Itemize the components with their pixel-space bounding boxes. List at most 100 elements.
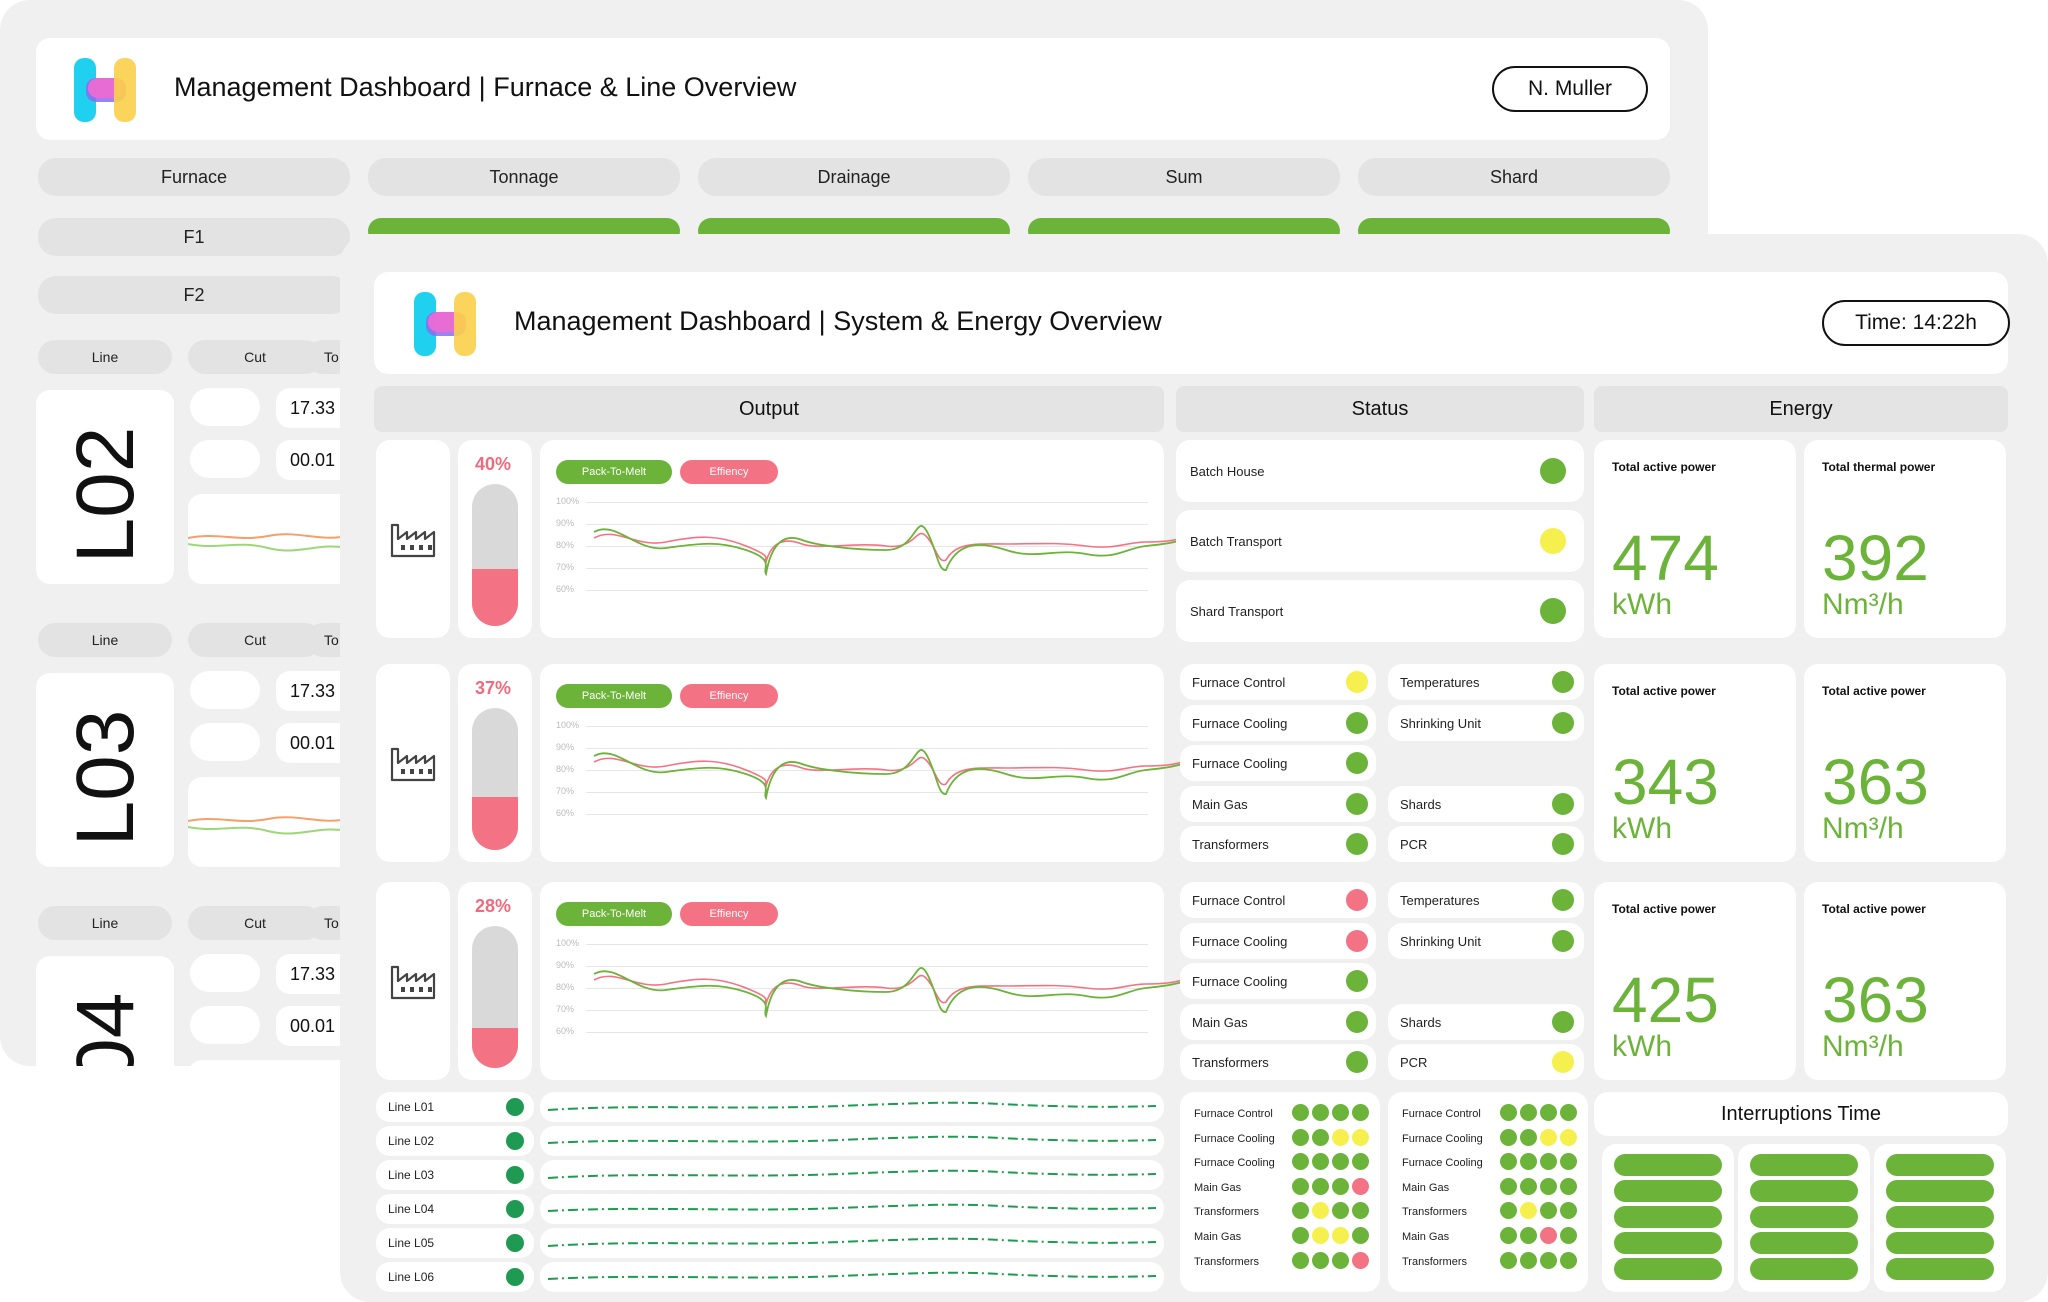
status-indicator xyxy=(1552,792,1574,815)
status-indicator xyxy=(1500,1128,1517,1146)
tag-efficiency[interactable]: Effiency xyxy=(680,684,778,708)
grid-line xyxy=(586,748,1148,749)
status-label: Furnace Cooling xyxy=(1192,756,1288,771)
status-indicator xyxy=(1540,1251,1557,1269)
line-status-indicator xyxy=(506,1268,524,1286)
furnace-f1[interactable]: F1 xyxy=(38,218,350,256)
line-col-header: Line xyxy=(38,340,172,374)
status-indicator xyxy=(1520,1177,1537,1195)
status-label: Main Gas xyxy=(1192,1014,1248,1030)
interruption-bar xyxy=(1614,1154,1722,1176)
status-indicator xyxy=(1346,1010,1368,1033)
status-label: Transformers xyxy=(1192,837,1269,852)
status-indicator xyxy=(1552,1051,1574,1073)
interruption-bar xyxy=(1750,1258,1858,1280)
status-indicator xyxy=(1540,1227,1557,1244)
tag-pack-to-melt[interactable]: Pack-To-Melt xyxy=(556,902,672,926)
status-row: Shrinking Unit xyxy=(1388,704,1584,741)
status-indicator xyxy=(1552,1010,1574,1033)
status-indicator xyxy=(1552,929,1574,952)
line-status-indicator xyxy=(506,1166,524,1184)
y-axis-label: 70% xyxy=(556,1004,575,1014)
status-indicator xyxy=(1332,1202,1349,1220)
interruption-bar xyxy=(1886,1180,1994,1202)
cut-field[interactable] xyxy=(190,954,260,992)
status-indicator xyxy=(1500,1104,1517,1121)
mini-status-card: Furnace Control Furnace Cooling Furnace Co… xyxy=(1388,1092,1588,1292)
capacity-gauge xyxy=(472,484,518,626)
status-indicator xyxy=(1346,970,1368,992)
status-indicator xyxy=(1352,1251,1369,1269)
line-row: Line L06 xyxy=(376,1262,534,1292)
status-row: Furnace Cooling xyxy=(1180,745,1376,781)
status-indicator xyxy=(1500,1153,1517,1171)
status-indicator xyxy=(1560,1227,1577,1244)
output-chart: Pack-To-Melt Effiency 100% 90% 80% 70% 60% xyxy=(540,440,1183,638)
energy-value: 363 xyxy=(1822,746,1929,818)
capacity-fill xyxy=(472,569,518,626)
status-indicator xyxy=(1332,1177,1349,1195)
status-row: Transformers xyxy=(1180,1044,1376,1080)
status-indicator xyxy=(1520,1251,1537,1269)
status-indicator xyxy=(1312,1202,1329,1220)
status-indicator xyxy=(1560,1153,1577,1171)
tag-pack-to-melt[interactable]: Pack-To-Melt xyxy=(556,460,672,484)
status-indicator xyxy=(1500,1227,1517,1244)
status-label: Furnace Cooling xyxy=(1192,933,1288,949)
y-axis-label: 80% xyxy=(556,540,575,550)
user-button[interactable]: N. Muller xyxy=(1492,66,1648,112)
energy-unit: kWh xyxy=(1612,812,1672,845)
cut-field[interactable] xyxy=(190,1006,260,1044)
energy-card: Total active power 425 kWh xyxy=(1594,882,1796,1080)
status-row: Batch Transport xyxy=(1176,510,1584,572)
capacity-card: 40% xyxy=(458,440,532,638)
y-axis-label: 70% xyxy=(556,786,575,796)
status-indicator xyxy=(1500,1177,1517,1195)
status-row: Temperatures xyxy=(1388,664,1584,700)
tag-efficiency[interactable]: Effiency xyxy=(680,460,778,484)
status-indicator xyxy=(1292,1251,1309,1269)
status-row: Furnace Cooling xyxy=(1180,922,1376,959)
furnace-f2[interactable]: F2 xyxy=(38,276,350,314)
status-row: Furnace Control xyxy=(1180,664,1376,700)
status-label: Furnace Cooling xyxy=(1194,1132,1275,1145)
capacity-percent: 40% xyxy=(475,454,512,474)
header-bar: Management Dashboard | Furnace & Line Ov… xyxy=(36,38,1670,140)
status-indicator xyxy=(1346,711,1368,734)
time-display: Time: 14:22h xyxy=(1822,300,2010,346)
line-col-header: Line xyxy=(38,906,172,940)
status-indicator xyxy=(1312,1227,1329,1244)
status-indicator xyxy=(1540,458,1566,484)
status-label: Shards xyxy=(1400,796,1442,812)
interruption-bar xyxy=(1750,1206,1858,1228)
cut-field[interactable] xyxy=(190,388,260,426)
tag-pack-to-melt[interactable]: Pack-To-Melt xyxy=(556,684,672,708)
cut-field[interactable] xyxy=(190,440,260,478)
status-label: Main Gas xyxy=(1194,1231,1242,1243)
chart-lines xyxy=(593,749,1183,801)
tag-efficiency[interactable]: Effiency xyxy=(680,902,778,926)
grid-line xyxy=(586,568,1148,569)
energy-unit: Nm³/h xyxy=(1822,812,1904,845)
cut-col-header: Cut xyxy=(188,340,322,374)
cut-field[interactable] xyxy=(190,723,260,761)
capacity-fill xyxy=(472,797,518,850)
status-indicator xyxy=(1352,1153,1369,1171)
line-label: Line L05 xyxy=(388,1236,435,1250)
y-axis-label: 100% xyxy=(556,496,580,506)
energy-label: Total thermal power xyxy=(1822,460,1936,474)
status-indicator xyxy=(1540,1128,1557,1146)
grid-line xyxy=(586,726,1148,727)
capacity-gauge xyxy=(472,708,518,850)
cut-field[interactable] xyxy=(190,671,260,709)
capacity-gauge xyxy=(472,926,518,1068)
status-row: Batch House xyxy=(1176,440,1584,502)
status-indicator xyxy=(1552,711,1574,734)
status-indicator xyxy=(1346,889,1368,911)
interruptions-card xyxy=(1874,1144,2006,1292)
status-label: Transformers xyxy=(1194,1255,1259,1268)
energy-unit: kWh xyxy=(1612,588,1672,621)
status-label: Furnace Cooling xyxy=(1402,1132,1483,1145)
status-indicator xyxy=(1332,1104,1349,1121)
col-header-drainage: Drainage xyxy=(698,158,1010,196)
